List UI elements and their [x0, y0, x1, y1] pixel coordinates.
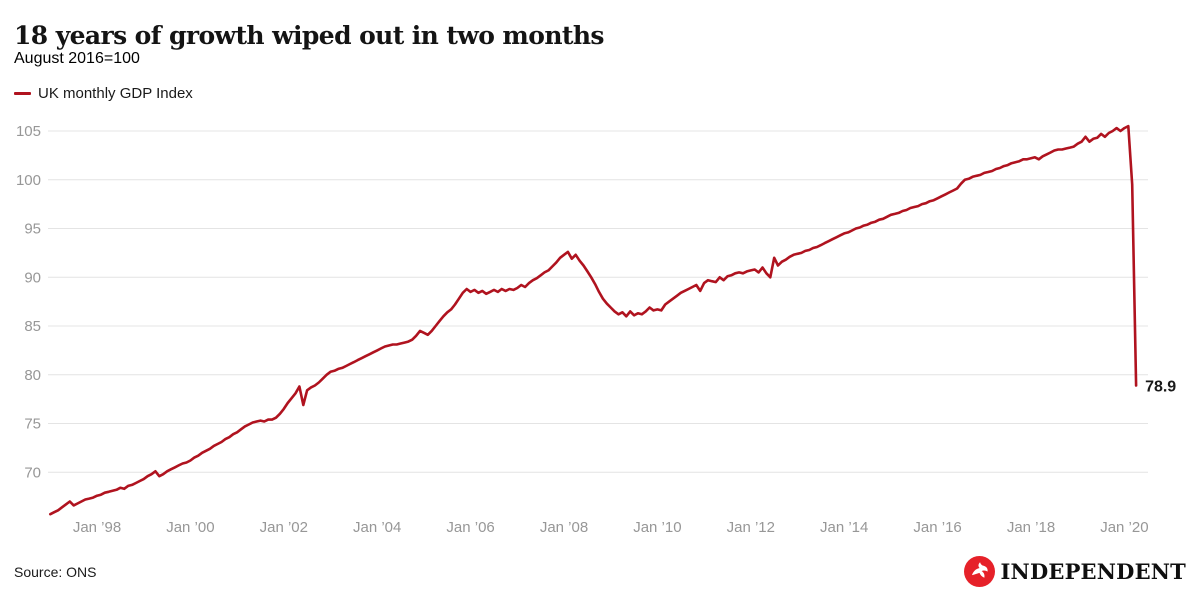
y-axis-tick-label: 95 — [24, 221, 41, 238]
x-axis-tick-label: Jan ’16 — [913, 519, 961, 536]
y-axis-tick-label: 100 — [16, 172, 41, 189]
y-axis-tick-label: 70 — [24, 464, 41, 481]
legend: UK monthly GDP Index — [14, 85, 193, 102]
y-axis-tick-label: 75 — [24, 416, 41, 433]
x-axis-tick-label: Jan ’08 — [540, 519, 588, 536]
x-axis-tick-label: Jan ’10 — [633, 519, 681, 536]
chart-subtitle: August 2016=100 — [14, 50, 140, 67]
page-title: 18 years of growth wiped out in two mont… — [14, 20, 605, 50]
y-axis-tick-label: 105 — [16, 123, 41, 140]
x-axis-tick-label: Jan ’18 — [1007, 519, 1055, 536]
gdp-line-series — [49, 124, 1138, 516]
legend-line-swatch — [14, 92, 31, 95]
end-value-label: 78.9 — [1145, 378, 1176, 395]
independent-logo: INDEPENDENT — [963, 556, 1186, 587]
x-axis-tick-label: Jan ’12 — [727, 519, 775, 536]
x-axis-tick-label: Jan ’02 — [260, 519, 308, 536]
x-axis-tick-label: Jan ’14 — [820, 519, 868, 536]
source-note: Source: ONS — [14, 564, 97, 580]
x-axis-tick-label: Jan ’06 — [446, 519, 494, 536]
x-axis-tick-label: Jan ’04 — [353, 519, 401, 536]
x-axis-tick-label: Jan ’98 — [73, 519, 121, 536]
logo-wordmark: INDEPENDENT — [1000, 559, 1186, 584]
y-axis-tick-label: 85 — [24, 318, 41, 335]
logo-eagle-shape — [971, 562, 988, 578]
legend-label: UK monthly GDP Index — [38, 85, 193, 102]
y-axis-tick-label: 90 — [24, 269, 41, 286]
y-axis-tick-label: 80 — [24, 367, 41, 384]
x-axis-tick-label: Jan ’00 — [166, 519, 214, 536]
eagle-icon — [963, 556, 995, 587]
x-axis-tick-label: Jan ’20 — [1100, 519, 1148, 536]
